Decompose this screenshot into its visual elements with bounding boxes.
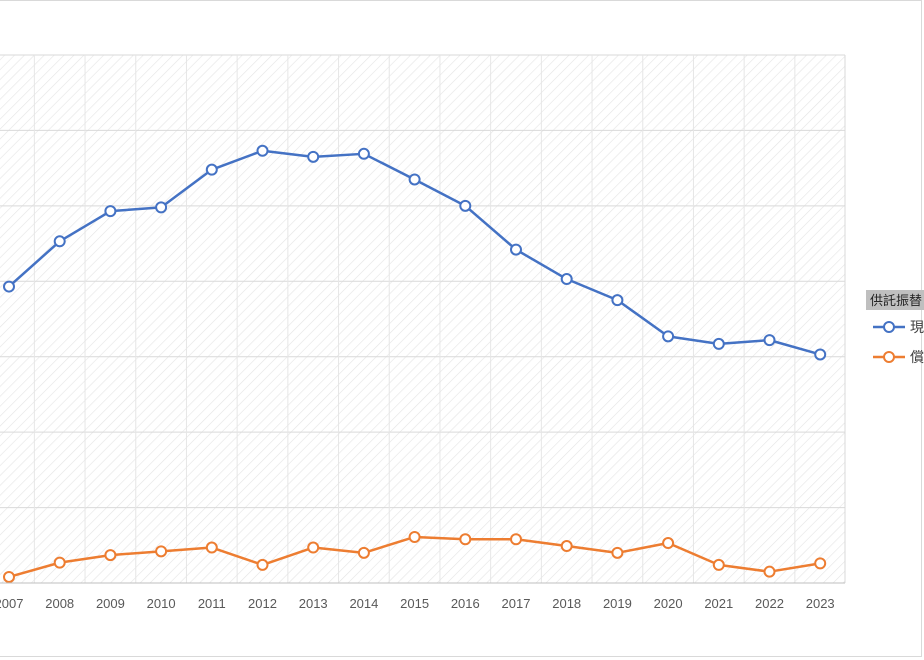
x-tick-label: 2020 (654, 596, 683, 611)
series-group (3, 144, 827, 583)
data-point (763, 334, 776, 347)
data-point (155, 201, 168, 214)
data-point (712, 558, 725, 571)
plot-area (0, 55, 845, 583)
x-tick-label: 2013 (299, 596, 328, 611)
x-tick-label: 2022 (755, 596, 784, 611)
legend-label: 現 (910, 319, 924, 335)
data-point (408, 173, 421, 186)
x-tick-label: 2011 (198, 596, 226, 611)
x-tick-label: 2015 (400, 596, 429, 611)
data-point (307, 541, 320, 554)
x-tick-label: 2017 (502, 596, 531, 611)
data-point (205, 163, 218, 176)
x-tick-label: 2012 (248, 596, 277, 611)
data-point (3, 280, 15, 293)
data-point (459, 533, 472, 546)
data-point (408, 530, 421, 543)
data-point (3, 570, 15, 583)
x-tick-label: 2007 (0, 596, 23, 611)
x-tick-label: 2009 (96, 596, 125, 611)
data-point (510, 243, 522, 256)
data-point (763, 565, 776, 578)
data-point (357, 546, 370, 559)
data-point (611, 546, 624, 559)
data-point (510, 533, 522, 546)
x-tick-label: 2008 (45, 596, 74, 611)
legend-title-background (866, 290, 924, 310)
data-point (560, 273, 573, 286)
data-point (662, 330, 675, 343)
data-point (357, 147, 370, 160)
data-point (814, 348, 827, 361)
x-tick-label: 2018 (552, 596, 581, 611)
legend: 供託振替 現償 (866, 290, 924, 365)
data-point (256, 144, 269, 157)
x-tick-label: 2010 (147, 596, 176, 611)
data-point (155, 545, 168, 558)
data-point (307, 150, 320, 163)
legend-title: 供託振替 (870, 293, 922, 308)
data-point (104, 205, 117, 218)
data-point (814, 557, 827, 570)
x-tick-label: 2021 (704, 596, 733, 611)
legend-label: 償 (910, 349, 924, 365)
data-point (459, 199, 472, 212)
data-point (662, 537, 675, 550)
data-point (104, 549, 117, 562)
x-axis: 2007 2008 2009 2010 2011 2012 2013 2014 2015 2016… (0, 582, 845, 611)
x-tick-label: 2019 (603, 596, 632, 611)
data-point (611, 294, 624, 307)
legend-marker (883, 351, 895, 363)
legend-marker (883, 321, 895, 333)
data-point (712, 337, 725, 350)
data-point (53, 556, 66, 569)
x-tick-label: 2014 (349, 596, 378, 611)
data-point (53, 235, 66, 248)
x-tick-label: 2023 (806, 596, 835, 611)
x-tick-label: 2016 (451, 596, 480, 611)
data-point (205, 541, 218, 554)
data-point (256, 558, 269, 571)
gridlines (0, 54, 846, 584)
data-point (560, 540, 573, 553)
